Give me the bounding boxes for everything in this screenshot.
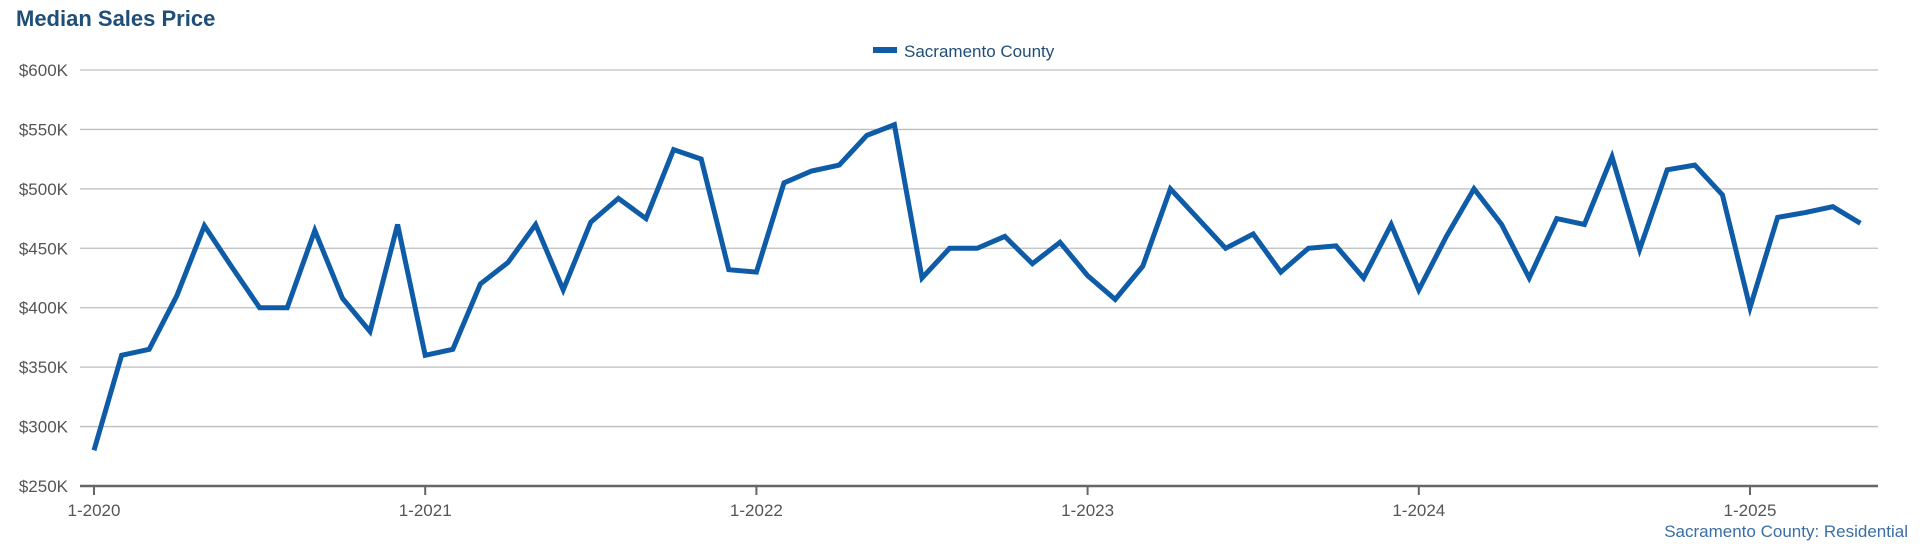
grid-lines bbox=[80, 69, 1878, 428]
chart-title: Median Sales Price bbox=[16, 6, 216, 31]
legend: Sacramento County bbox=[873, 42, 1055, 61]
y-tick-label: $400K bbox=[19, 299, 69, 318]
x-tick-label: 1-2023 bbox=[1061, 501, 1114, 520]
y-tick-label: $250K bbox=[19, 477, 69, 496]
legend-swatch bbox=[873, 47, 897, 53]
series-line bbox=[91, 121, 1862, 451]
y-tick-label: $300K bbox=[19, 418, 69, 437]
y-tick-label: $450K bbox=[19, 239, 69, 258]
x-tick-label: 1-2020 bbox=[68, 501, 121, 520]
source-note: Sacramento County: Residential bbox=[1664, 522, 1908, 541]
y-tick-label: $500K bbox=[19, 180, 69, 199]
series-layer bbox=[91, 121, 1862, 451]
x-tick-label: 1-2021 bbox=[399, 501, 452, 520]
y-tick-label: $350K bbox=[19, 358, 69, 377]
x-tick-label: 1-2022 bbox=[730, 501, 783, 520]
y-tick-label: $550K bbox=[19, 120, 69, 139]
x-tick-label: 1-2024 bbox=[1392, 501, 1445, 520]
x-tick-label: 1-2025 bbox=[1724, 501, 1777, 520]
legend-label: Sacramento County bbox=[904, 42, 1055, 61]
y-tick-label: $600K bbox=[19, 61, 69, 80]
axes: $250K $300K $350K $400K $450K $500K $550K $600K… bbox=[19, 61, 1878, 520]
